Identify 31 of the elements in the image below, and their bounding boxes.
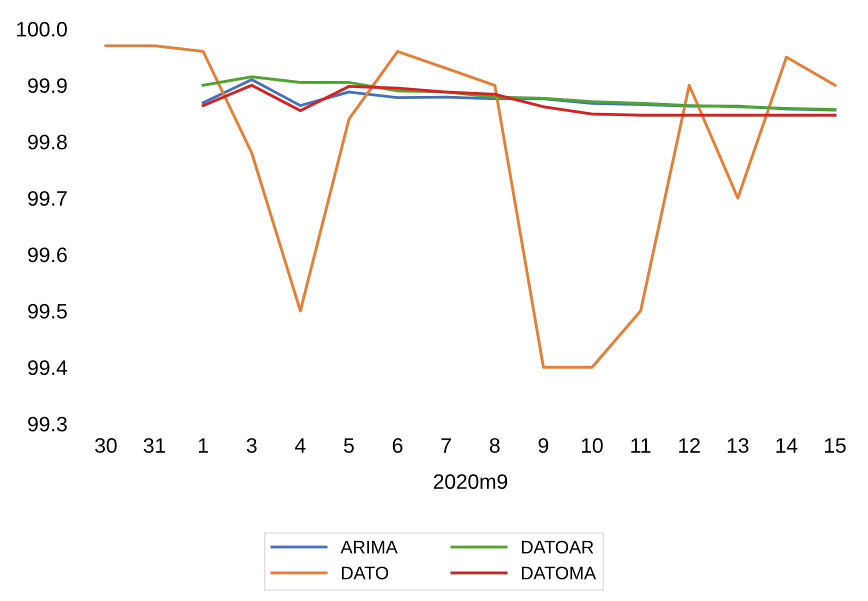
x-tick-label: 10 [582,438,603,453]
line-series [104,44,836,369]
x-tick-label: 7 [441,438,451,453]
x-axis-title: 2020m9 [434,474,508,489]
x-tick-label: 30 [95,438,117,453]
x-tick-label: 13 [728,438,748,453]
y-tick-label: 99.6 [28,247,67,262]
legend-label: DATOAR [522,540,594,554]
x-tick-label: 12 [679,438,700,453]
x-tick-label: 15 [825,438,846,453]
x-tick-label: 11 [631,438,650,453]
x-tick-label: 5 [344,438,354,453]
y-tick-label: 99.5 [28,304,67,319]
legend-label: DATOMA [522,566,596,580]
y-tick-label: 99.7 [28,191,67,206]
y-tick-label: 100.0 [17,22,67,37]
legend-label: DATO [342,566,388,580]
y-tick-label: 99.4 [28,360,68,376]
x-tick-label: 31 [144,438,166,453]
y-tick-label: 99.8 [28,134,67,150]
x-tick-label: 9 [538,438,548,453]
x-tick-label: 14 [776,438,798,453]
legend-label: ARIMA [340,540,398,554]
line-series [202,84,836,117]
x-tick-label: 1 [198,438,208,453]
y-tick-label: 99.3 [28,416,67,432]
x-tick-label: 3 [246,438,257,453]
x-tick-label: 6 [392,438,402,453]
x-tick-label: 4 [295,438,306,453]
y-tick-label: 99.9 [28,78,67,94]
x-tick-label: 8 [490,438,500,453]
